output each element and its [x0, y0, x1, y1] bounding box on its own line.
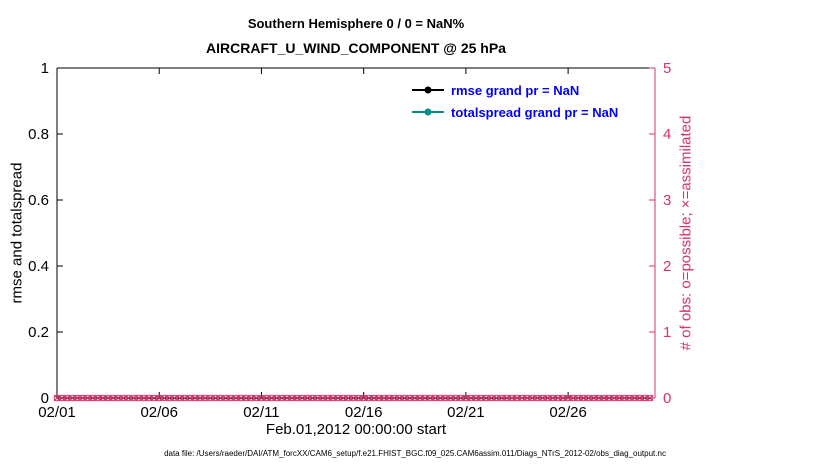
legend-marker-dot-totalspread: [424, 108, 432, 116]
x-tick-label: 02/26: [549, 404, 587, 421]
chart-subtitle: AIRCRAFT_U_WIND_COMPONENT @ 25 hPa: [206, 40, 506, 56]
left-tick-label: 0.6: [28, 192, 49, 209]
data-file-caption: data file: /Users/raeder/DAI/ATM_forcXX/…: [164, 449, 666, 458]
assimilated-x-markers: [53, 394, 654, 402]
left-tick-label: 0.4: [28, 258, 49, 275]
right-tick-label: 2: [663, 258, 671, 275]
legend-line-totalspread: [412, 108, 444, 116]
chart-title: Southern Hemisphere 0 / 0 = NaN%: [247, 16, 465, 31]
x-tick-label: 02/21: [447, 404, 485, 421]
possible-o-markers: [53, 394, 654, 402]
x-tick-label: 02/06: [140, 404, 178, 421]
left-tick-label: 0.8: [28, 126, 49, 143]
legend-marker-dot-rmse: [424, 86, 432, 94]
right-tick-label: 0: [663, 390, 671, 407]
legend: rmse grand pr = NaN totalspread grand pr…: [412, 79, 618, 123]
legend-label-rmse: rmse grand pr = NaN: [451, 82, 580, 98]
left-tick-label: 1: [41, 60, 49, 77]
x-axis-label: Feb.01,2012 00:00:00 start: [265, 421, 447, 438]
legend-label-totalspread: totalspread grand pr = NaN: [451, 104, 619, 120]
right-tick-label: 5: [663, 60, 671, 77]
left-tick-label: 0.2: [28, 324, 49, 341]
x-tick-label: 02/16: [345, 404, 383, 421]
x-tick-label: 02/11: [243, 404, 279, 421]
legend-item-totalspread: totalspread grand pr = NaN: [412, 101, 618, 123]
x-tick-label: 02/01: [38, 404, 76, 421]
legend-line-rmse: [412, 86, 444, 94]
left-tick-label: 0: [41, 390, 49, 407]
right-tick-label: 4: [663, 126, 671, 143]
right-tick-label: 3: [663, 192, 671, 209]
right-tick-label: 1: [663, 324, 671, 341]
legend-item-rmse: rmse grand pr = NaN: [412, 79, 618, 101]
